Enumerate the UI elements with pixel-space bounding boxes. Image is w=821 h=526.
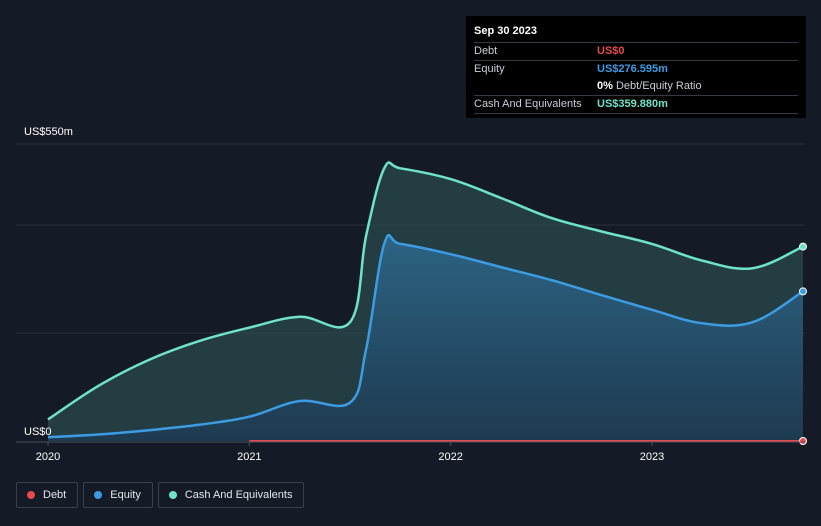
tooltip-cash-value: US$359.880m (597, 98, 668, 110)
tooltip-panel: Sep 30 2023 Debt US$0 Equity US$276.595m… (466, 16, 806, 118)
legend-item-cash[interactable]: Cash And Equivalents (157, 482, 305, 508)
equity-end-point (799, 287, 807, 296)
axis-layer: 2020 2021 2022 2023 (16, 441, 805, 463)
tooltip-row-ratio: 0% Debt/Equity Ratio (474, 78, 798, 96)
tooltip-row-cash: Cash And Equivalents US$359.880m (474, 96, 798, 114)
cash-dot-icon (168, 491, 177, 499)
equity-area (48, 235, 803, 441)
cash-end-point (799, 242, 807, 251)
line-layer (47, 161, 807, 445)
legend-equity-label: Equity (110, 489, 141, 501)
legend-item-debt[interactable]: Debt (16, 482, 79, 508)
ratio-label: Debt/Equity Ratio (615, 80, 702, 92)
x-tick-label-2023: 2023 (640, 451, 664, 463)
tooltip-cash-label: Cash And Equivalents (474, 98, 582, 110)
debt-end-point (799, 437, 807, 445)
y-axis-bottom-label: US$0 (24, 426, 52, 438)
tooltip-row-debt: Debt US$0 (474, 43, 798, 61)
ratio-percent: 0% (597, 80, 613, 92)
tooltip-ratio-value: 0% Debt/Equity Ratio (597, 78, 702, 95)
cash-line (47, 161, 804, 421)
tooltip-date: Sep 30 2023 (474, 22, 798, 43)
x-tick-label-2021: 2021 (237, 451, 261, 463)
tooltip-debt-value: US$0 (597, 45, 625, 57)
equity-line (47, 233, 804, 439)
tooltip-equity-label: Equity (474, 63, 505, 75)
equity-dot-icon (94, 491, 103, 499)
tooltip-debt-label: Debt (474, 45, 498, 57)
x-tick-label-2020: 2020 (36, 451, 60, 463)
legend-item-equity[interactable]: Equity (83, 482, 153, 508)
area-layer (48, 162, 803, 441)
y-axis-top-label: US$550m (24, 126, 73, 138)
legend-cash-label: Cash And Equivalents (184, 489, 293, 501)
x-tick-label-2022: 2022 (438, 451, 462, 463)
legend-debt-label: Debt (43, 489, 67, 501)
legend: Debt Equity Cash And Equivalents (16, 482, 305, 510)
debt-dot-icon (27, 491, 35, 499)
tooltip-equity-value: US$276.595m (597, 63, 668, 75)
tooltip-row-equity: Equity US$276.595m (474, 61, 798, 78)
